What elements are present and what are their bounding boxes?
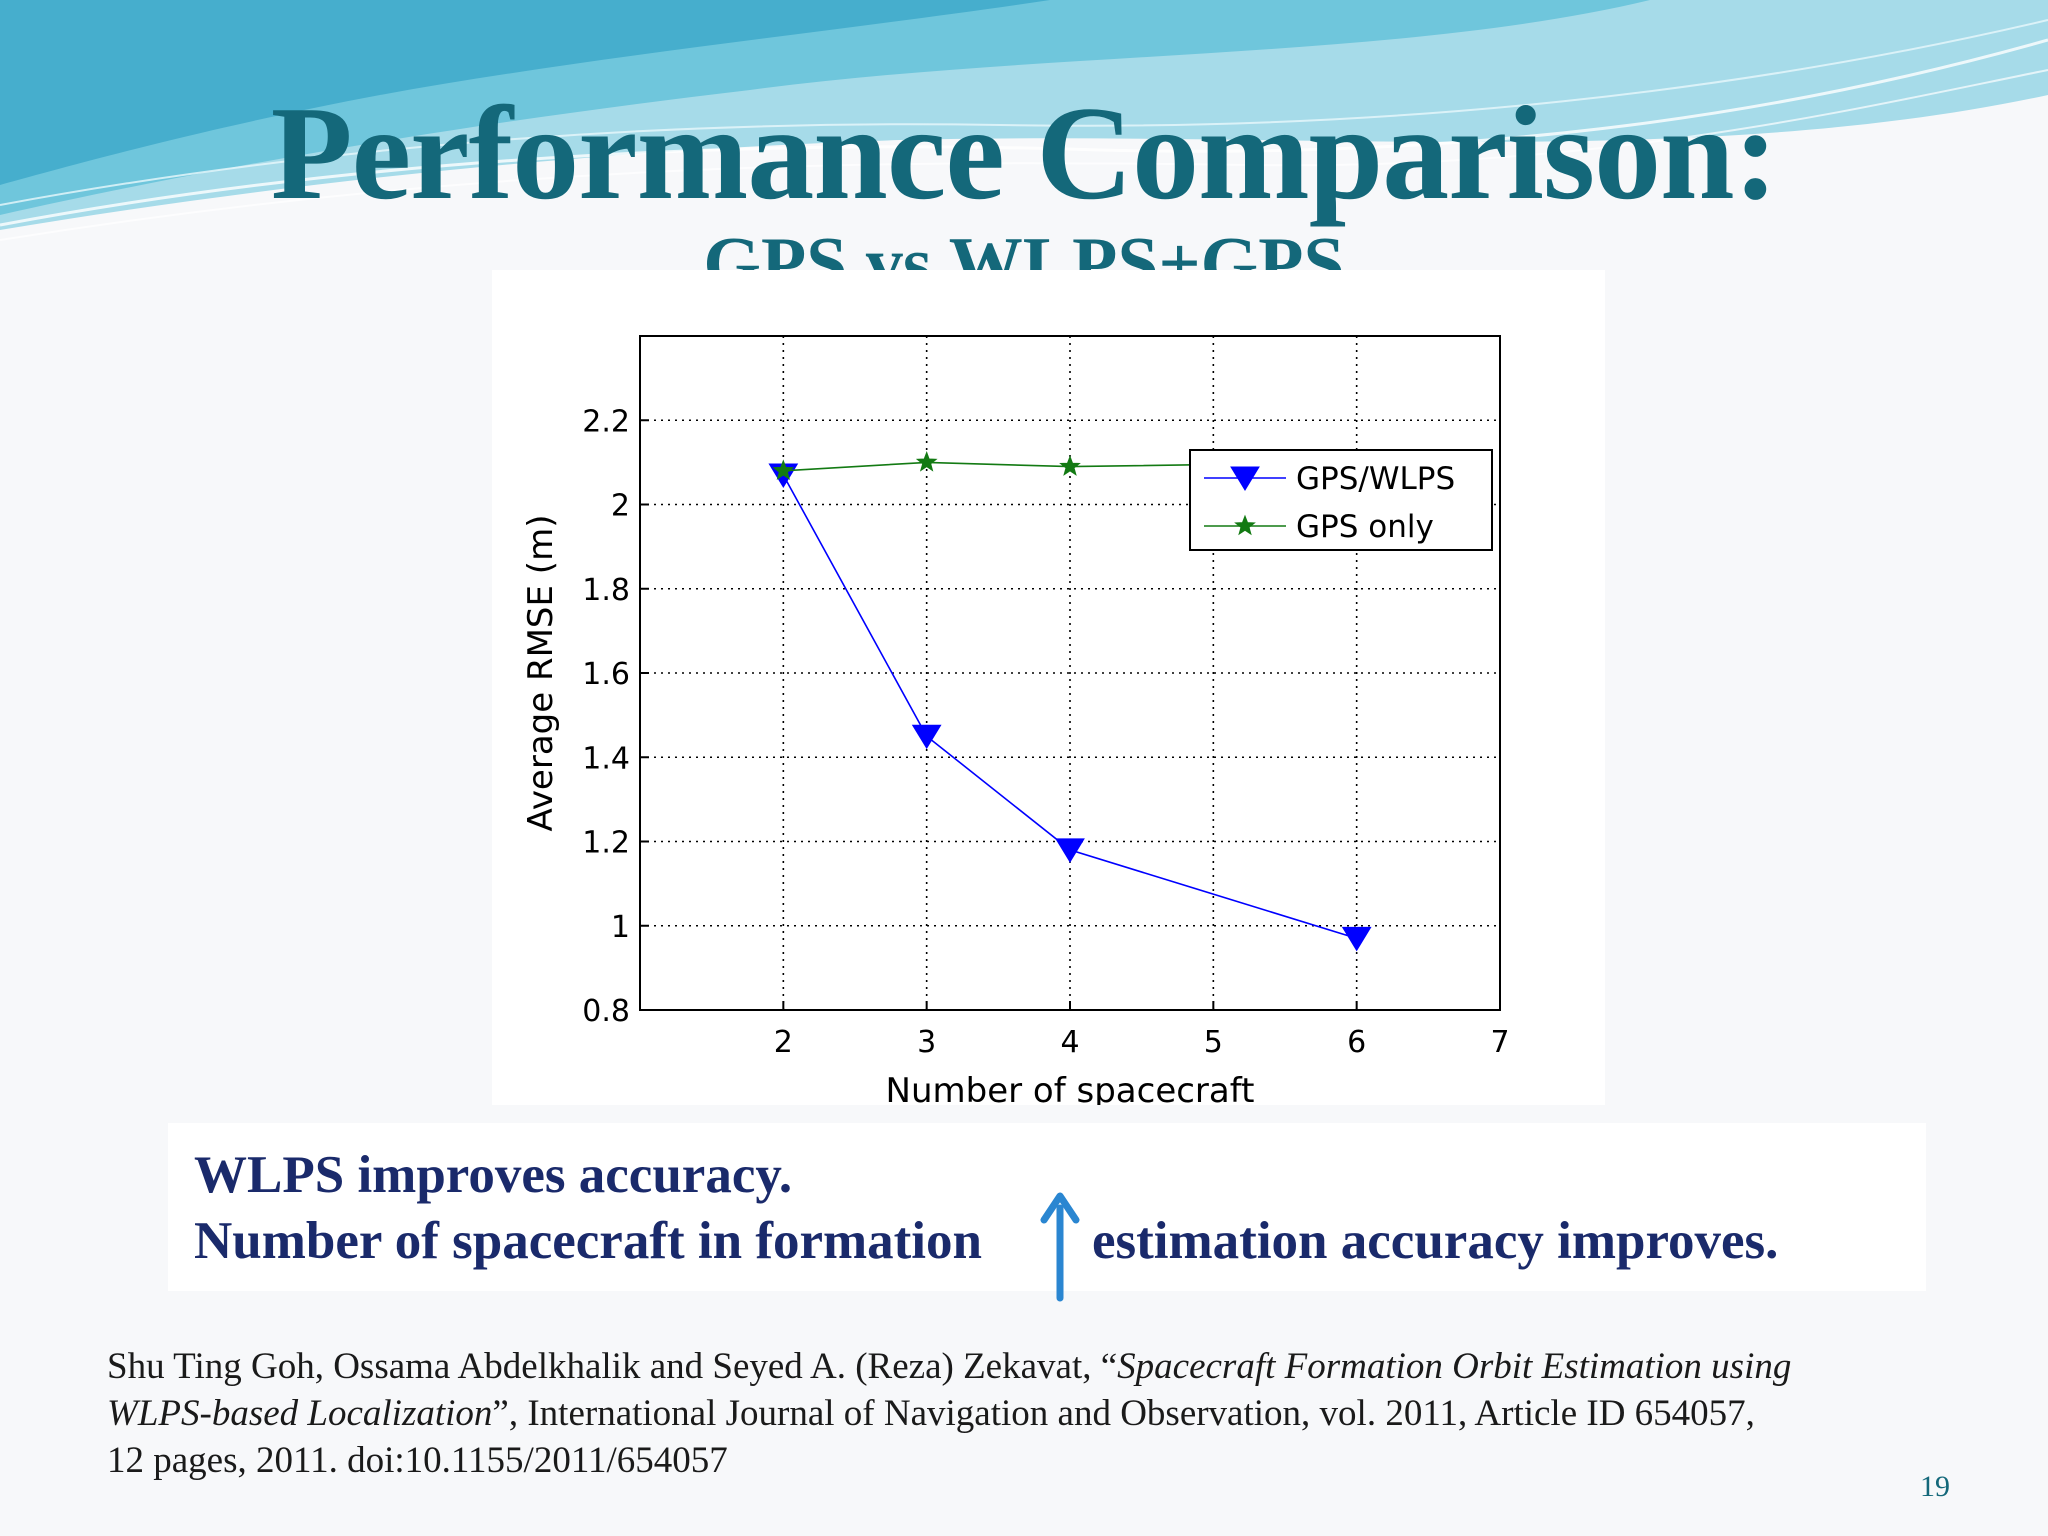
x-tick-label: 4 <box>1060 1025 1079 1060</box>
legend-marker <box>1234 514 1256 536</box>
y-tick-label: 2.2 <box>582 404 630 439</box>
x-tick-label: 7 <box>1490 1025 1509 1060</box>
data-point-triangle <box>1055 838 1085 863</box>
summary-line-2-continued: estimation accuracy improves. <box>1092 1212 1779 1270</box>
header-wave-decoration <box>0 0 2048 241</box>
legend-label: GPS/WLPS <box>1296 461 1455 497</box>
citation-paper-title-1: Spacecraft Formation Orbit Estimation us… <box>1117 1346 1792 1387</box>
citation-details: 12 pages, 2011. doi:10.1155/2011/654057 <box>107 1440 728 1481</box>
chart-panel: 2 3 4 5 6 7 0.8 1 1.2 1.4 1.6 1.8 2 2.2 Number of spa… <box>492 270 1605 1105</box>
y-tick-label: 1.4 <box>582 741 630 776</box>
summary-line-1: WLPS improves accuracy. <box>194 1146 793 1204</box>
x-tick-label: 3 <box>917 1025 936 1060</box>
legend-item: GPS/WLPS <box>1204 461 1455 497</box>
data-point-star <box>772 459 795 481</box>
summary-line-2: Number of spacecraft in formation <box>194 1212 982 1270</box>
y-axis-label: Average RMSE (m) <box>521 515 561 832</box>
x-axis-label: Number of spacecraft <box>886 1071 1255 1105</box>
up-arrow-icon <box>1040 1192 1080 1302</box>
citation-authors: Shu Ting Goh, Ossama Abdelkhalik and Sey… <box>107 1346 1118 1387</box>
legend-item: GPS only <box>1204 509 1434 545</box>
citation: Shu Ting Goh, Ossama Abdelkhalik and Sey… <box>107 1343 1987 1484</box>
y-tick-label: 0.8 <box>582 994 630 1029</box>
rmse-line-chart: 2 3 4 5 6 7 0.8 1 1.2 1.4 1.6 1.8 2 2.2 Number of spa… <box>521 335 1510 1105</box>
y-tick-label: 1.2 <box>582 826 630 861</box>
x-tick-label: 2 <box>774 1025 793 1060</box>
legend-label: GPS only <box>1296 509 1434 545</box>
x-tick-label: 5 <box>1204 1025 1223 1060</box>
data-point-triangle <box>1341 926 1372 952</box>
legend-marker <box>1230 466 1260 491</box>
y-tick-label: 2 <box>611 489 630 524</box>
chart-legend: GPS/WLPS GPS only <box>1189 449 1493 551</box>
data-point-star <box>1059 455 1081 476</box>
y-tick-label: 1.8 <box>582 573 630 608</box>
y-tick-label: 1.6 <box>582 657 630 692</box>
citation-paper-title-2: WLPS-based Localization <box>107 1393 493 1434</box>
series-line <box>782 474 1357 940</box>
x-tick-label: 6 <box>1347 1025 1366 1060</box>
citation-journal: ”, International Journal of Navigation a… <box>492 1393 1755 1434</box>
slide-title: Performance Comparison: <box>270 79 1778 227</box>
page-number: 19 <box>1920 1470 1950 1503</box>
y-tick-label: 1 <box>611 910 630 945</box>
data-point-triangle <box>911 724 942 750</box>
data-point-star <box>915 450 938 472</box>
summary-box: WLPS improves accuracy. Number of spacec… <box>168 1123 1926 1291</box>
